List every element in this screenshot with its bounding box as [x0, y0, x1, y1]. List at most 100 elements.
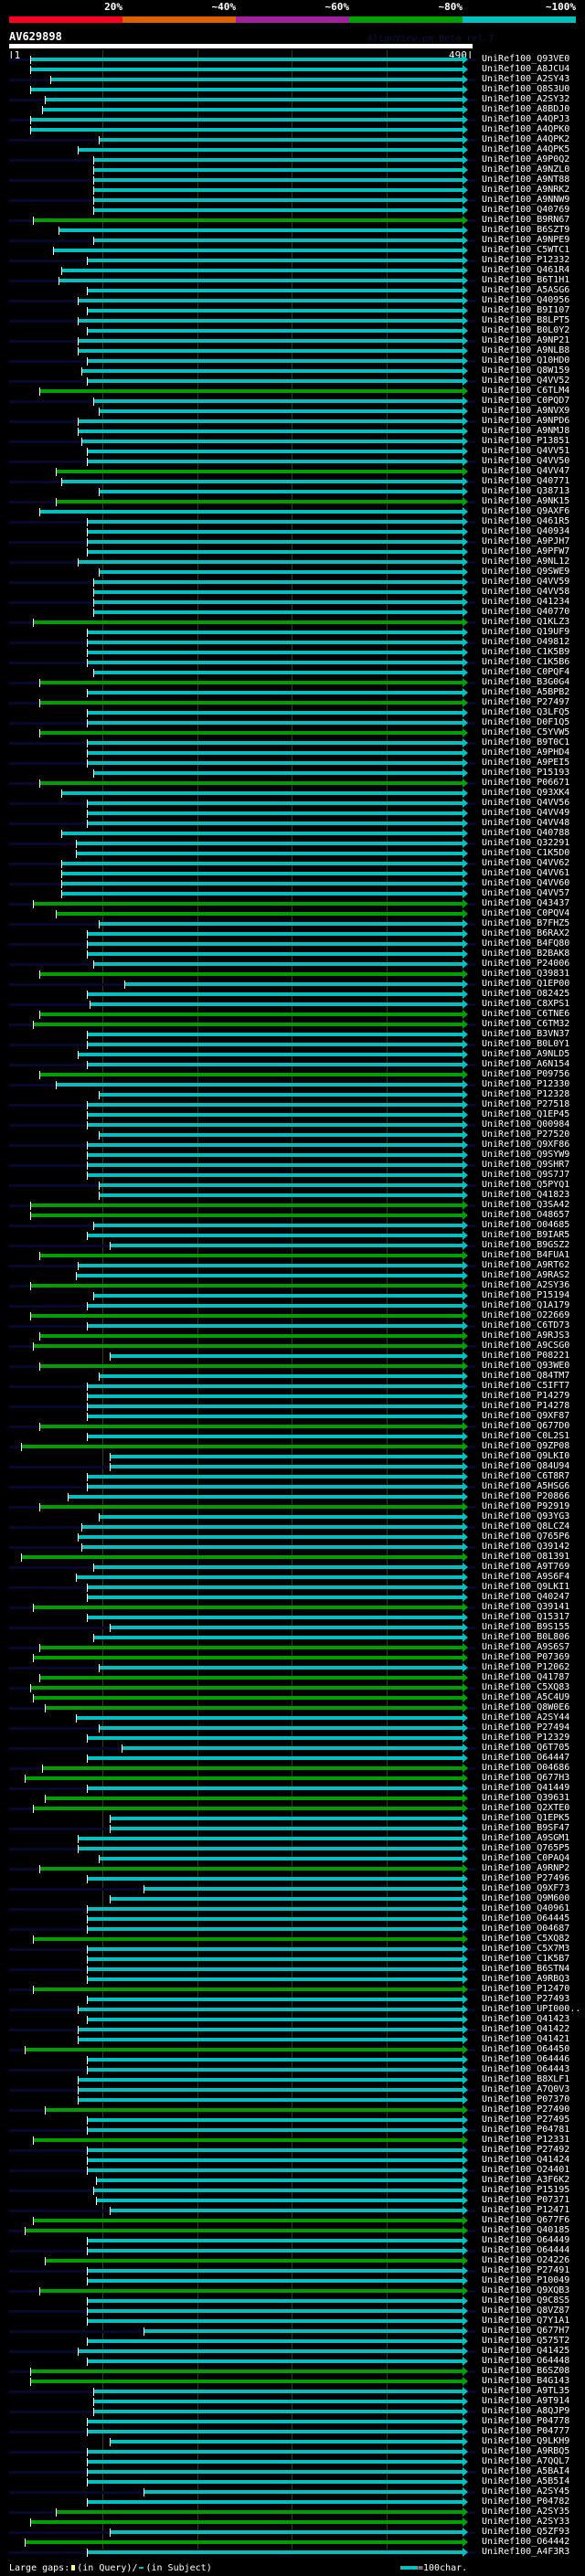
- alignment-bar[interactable]: [60, 862, 463, 865]
- alignment-bar[interactable]: [29, 58, 463, 61]
- alignment-bar[interactable]: [78, 2098, 463, 2102]
- alignment-bar[interactable]: [42, 108, 463, 111]
- alignment-bar[interactable]: [93, 399, 463, 403]
- alignment-bar[interactable]: [29, 1203, 463, 1207]
- hit-label-link[interactable]: UniRef100_C6TLM4: [482, 386, 570, 396]
- alignment-bar[interactable]: [86, 2420, 463, 2423]
- hit-label-link[interactable]: UniRef100_Q4VV47: [482, 466, 570, 476]
- alignment-bar[interactable]: [93, 239, 463, 242]
- alignment-bar[interactable]: [24, 2540, 463, 2544]
- hit-label-link[interactable]: UniRef100_C6T8R7: [482, 1471, 570, 1481]
- alignment-bar[interactable]: [86, 2309, 463, 2313]
- alignment-bar[interactable]: [55, 2510, 463, 2514]
- hit-label-link[interactable]: UniRef100_O81391: [482, 1552, 570, 1562]
- alignment-bar[interactable]: [29, 88, 463, 91]
- alignment-bar[interactable]: [29, 1686, 463, 1690]
- hit-label-link[interactable]: UniRef100_A7QQL7: [482, 2456, 570, 2466]
- hit-label-link[interactable]: UniRef100_B6T1H1: [482, 275, 570, 285]
- hit-label-link[interactable]: UniRef100_Q677H7: [482, 2326, 570, 2336]
- alignment-bar[interactable]: [29, 1214, 463, 1217]
- alignment-bar[interactable]: [93, 610, 463, 614]
- alignment-bar[interactable]: [78, 2088, 463, 2092]
- hit-label-link[interactable]: UniRef100_Q43437: [482, 898, 570, 908]
- hit-label-link[interactable]: UniRef100_Q93WE0: [482, 1361, 570, 1371]
- alignment-bar[interactable]: [86, 2279, 463, 2283]
- hit-label-link[interactable]: UniRef100_B7FHZ5: [482, 918, 570, 928]
- alignment-bar[interactable]: [78, 2038, 463, 2041]
- alignment-bar[interactable]: [39, 1646, 463, 1649]
- hit-label-link[interactable]: UniRef100_Q38713: [482, 486, 570, 496]
- alignment-bar[interactable]: [99, 1726, 463, 1730]
- alignment-bar[interactable]: [86, 550, 463, 554]
- hit-label-link[interactable]: UniRef100_P27496: [482, 1873, 570, 1883]
- hit-label-link[interactable]: UniRef100_C0PAQ4: [482, 1853, 570, 1863]
- alignment-bar[interactable]: [86, 1616, 463, 1619]
- hit-label-link[interactable]: UniRef100_Q4VV60: [482, 878, 570, 888]
- alignment-bar[interactable]: [68, 1495, 463, 1499]
- hit-label-link[interactable]: UniRef100_Q41234: [482, 597, 570, 607]
- alignment-bar[interactable]: [86, 2550, 463, 2554]
- alignment-bar[interactable]: [52, 249, 463, 252]
- hit-label-link[interactable]: UniRef100_Q9C8S5: [482, 2295, 570, 2306]
- hit-label-link[interactable]: UniRef100_Q6T705: [482, 1743, 570, 1753]
- alignment-bar[interactable]: [86, 359, 463, 363]
- hit-label-link[interactable]: UniRef100_P27493: [482, 1994, 570, 2004]
- alignment-bar[interactable]: [32, 218, 463, 222]
- hit-label-link[interactable]: UniRef100_A9NT88: [482, 175, 570, 185]
- alignment-bar[interactable]: [86, 1234, 463, 1237]
- hit-label-link[interactable]: UniRef100_Q84TM7: [482, 1371, 570, 1381]
- hit-label-link[interactable]: UniRef100_P08221: [482, 1351, 570, 1361]
- hit-label-link[interactable]: UniRef100_O64443: [482, 2064, 570, 2074]
- alignment-bar[interactable]: [109, 1455, 463, 1458]
- hit-label-link[interactable]: UniRef100_A9NNW9: [482, 195, 570, 205]
- alignment-bar[interactable]: [58, 279, 463, 282]
- alignment-bar[interactable]: [32, 1988, 463, 1991]
- alignment-bar[interactable]: [76, 1575, 463, 1579]
- alignment-bar[interactable]: [86, 530, 463, 534]
- alignment-bar[interactable]: [86, 761, 463, 765]
- hit-label-link[interactable]: UniRef100_A4F3R3: [482, 2547, 570, 2557]
- alignment-bar[interactable]: [93, 208, 463, 212]
- alignment-bar[interactable]: [86, 631, 463, 634]
- hit-label-link[interactable]: UniRef100_A9NRK2: [482, 185, 570, 195]
- hit-label-link[interactable]: UniRef100_P09756: [482, 1069, 570, 1079]
- hit-label-link[interactable]: UniRef100_P13851: [482, 436, 570, 446]
- alignment-bar[interactable]: [93, 580, 463, 584]
- alignment-bar[interactable]: [99, 1666, 463, 1670]
- hit-label-link[interactable]: UniRef100_A5BAI4: [482, 2466, 570, 2476]
- alignment-bar[interactable]: [109, 2440, 463, 2443]
- hit-label-link[interactable]: UniRef100_Q40956: [482, 295, 570, 305]
- hit-label-link[interactable]: UniRef100_O04686: [482, 1763, 570, 1773]
- alignment-bar[interactable]: [86, 801, 463, 805]
- hit-label-link[interactable]: UniRef100_P04781: [482, 2125, 570, 2135]
- alignment-bar[interactable]: [86, 309, 463, 313]
- alignment-bar[interactable]: [24, 1776, 463, 1780]
- hit-label-link[interactable]: UniRef100_C1K5B9: [482, 647, 570, 657]
- alignment-bar[interactable]: [39, 1012, 463, 1016]
- hit-label-link[interactable]: UniRef100_B2BAK8: [482, 949, 570, 959]
- hit-label-link[interactable]: UniRef100_Q4VV57: [482, 888, 570, 898]
- hit-label-link[interactable]: UniRef100_Q40961: [482, 1903, 570, 1913]
- alignment-bar[interactable]: [86, 2450, 463, 2454]
- hit-label-link[interactable]: UniRef100_P12062: [482, 1662, 570, 1672]
- alignment-bar[interactable]: [39, 2289, 463, 2293]
- alignment-bar[interactable]: [39, 510, 463, 514]
- hit-label-link[interactable]: UniRef100_A9S6S7: [482, 1642, 570, 1652]
- alignment-bar[interactable]: [60, 480, 463, 483]
- hit-label-link[interactable]: UniRef100_O22669: [482, 1310, 570, 1320]
- hit-label-link[interactable]: UniRef100_C5X7M3: [482, 1944, 570, 1954]
- hit-label-link[interactable]: UniRef100_Q4VV52: [482, 376, 570, 386]
- alignment-bar[interactable]: [86, 932, 463, 936]
- hit-label-link[interactable]: UniRef100_Q4VV51: [482, 446, 570, 456]
- alignment-bar[interactable]: [39, 1867, 463, 1871]
- hit-label-link[interactable]: UniRef100_B8LPT5: [482, 315, 570, 325]
- alignment-bar[interactable]: [93, 590, 463, 594]
- hit-label-link[interactable]: UniRef100_A9PJH7: [482, 536, 570, 546]
- hit-label-link[interactable]: UniRef100_A9NL12: [482, 557, 570, 567]
- alignment-bar[interactable]: [86, 1103, 463, 1107]
- alignment-bar[interactable]: [78, 339, 463, 343]
- alignment-bar[interactable]: [39, 1254, 463, 1257]
- hit-label-link[interactable]: UniRef100_Q9AXF6: [482, 506, 570, 516]
- hit-label-link[interactable]: UniRef100_A9RAS2: [482, 1270, 570, 1280]
- hit-label-link[interactable]: UniRef100_B9GSZ2: [482, 1240, 570, 1250]
